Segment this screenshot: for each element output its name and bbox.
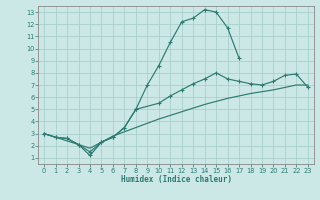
X-axis label: Humidex (Indice chaleur): Humidex (Indice chaleur): [121, 175, 231, 184]
